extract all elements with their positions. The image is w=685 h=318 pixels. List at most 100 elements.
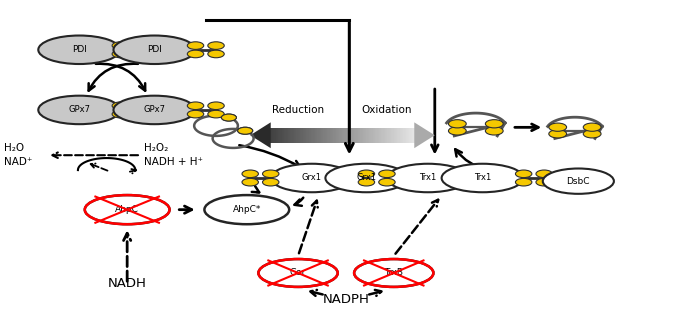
Bar <box>294 128 295 143</box>
Bar <box>279 128 280 143</box>
Bar <box>365 128 366 143</box>
Bar <box>295 128 297 143</box>
Bar <box>321 128 322 143</box>
Ellipse shape <box>38 96 121 124</box>
Polygon shape <box>250 122 271 148</box>
Text: AhpC: AhpC <box>115 205 139 214</box>
Ellipse shape <box>325 164 408 192</box>
Bar <box>328 128 329 143</box>
Bar <box>312 128 314 143</box>
Bar <box>364 128 365 143</box>
Circle shape <box>420 178 436 186</box>
Bar <box>402 128 403 143</box>
Circle shape <box>379 170 395 178</box>
Bar <box>299 128 300 143</box>
Bar <box>290 128 292 143</box>
Text: Gor: Gor <box>290 268 306 278</box>
Bar <box>395 128 396 143</box>
Bar <box>309 128 310 143</box>
Bar <box>376 128 377 143</box>
Circle shape <box>136 42 153 49</box>
Circle shape <box>112 42 129 49</box>
Bar <box>305 128 306 143</box>
Ellipse shape <box>114 36 195 64</box>
Text: PDI: PDI <box>147 45 162 54</box>
Bar <box>317 128 319 143</box>
Bar <box>375 128 376 143</box>
Bar <box>300 128 301 143</box>
Bar <box>362 128 363 143</box>
Text: Trx1: Trx1 <box>419 174 436 183</box>
Text: NADPH: NADPH <box>323 293 369 306</box>
Bar <box>357 128 358 143</box>
Bar <box>359 128 360 143</box>
Bar <box>269 128 271 143</box>
Circle shape <box>133 110 149 118</box>
Circle shape <box>208 110 224 118</box>
Bar <box>379 128 380 143</box>
Bar <box>405 128 406 143</box>
Text: AhpC*: AhpC* <box>233 205 261 214</box>
Bar <box>340 128 342 143</box>
Circle shape <box>221 114 236 121</box>
Text: Oxidation: Oxidation <box>362 105 412 115</box>
Bar <box>272 128 273 143</box>
Bar <box>306 128 308 143</box>
Bar <box>399 128 401 143</box>
Bar <box>369 128 370 143</box>
Bar <box>360 128 362 143</box>
Circle shape <box>420 170 436 178</box>
Bar <box>282 128 283 143</box>
Bar <box>388 128 390 143</box>
Bar <box>278 128 279 143</box>
Bar <box>327 128 328 143</box>
Circle shape <box>242 178 258 186</box>
Circle shape <box>187 50 203 58</box>
Circle shape <box>136 50 153 58</box>
Bar <box>373 128 374 143</box>
Circle shape <box>536 170 552 178</box>
Ellipse shape <box>387 164 469 192</box>
Bar <box>410 128 411 143</box>
Text: NADH + H⁺: NADH + H⁺ <box>145 157 203 167</box>
Text: Trx1: Trx1 <box>474 174 491 183</box>
Circle shape <box>583 130 601 138</box>
Bar <box>384 128 385 143</box>
Bar <box>354 128 356 143</box>
Circle shape <box>549 123 566 131</box>
Bar <box>347 128 348 143</box>
Bar <box>343 128 345 143</box>
Circle shape <box>515 178 532 186</box>
Ellipse shape <box>543 169 614 194</box>
Bar <box>275 128 277 143</box>
Bar <box>363 128 364 143</box>
Bar <box>283 128 284 143</box>
Text: GPx7: GPx7 <box>68 106 90 114</box>
Bar <box>377 128 379 143</box>
Circle shape <box>486 127 503 135</box>
Bar <box>271 128 272 143</box>
Circle shape <box>208 50 224 58</box>
Ellipse shape <box>38 36 121 64</box>
Text: H₂O: H₂O <box>4 143 24 153</box>
Ellipse shape <box>258 259 338 287</box>
Bar <box>311 128 312 143</box>
Bar <box>332 128 334 143</box>
Text: DsbC: DsbC <box>566 177 590 186</box>
Bar <box>406 128 407 143</box>
Bar <box>401 128 402 143</box>
Bar <box>349 128 351 143</box>
Circle shape <box>187 42 203 49</box>
Bar <box>308 128 309 143</box>
Bar <box>412 128 413 143</box>
Circle shape <box>112 110 129 118</box>
Bar <box>386 128 388 143</box>
Circle shape <box>112 102 129 109</box>
Circle shape <box>187 110 203 118</box>
Bar <box>380 128 382 143</box>
Circle shape <box>262 170 279 178</box>
Circle shape <box>399 178 416 186</box>
Circle shape <box>549 130 566 138</box>
Bar <box>273 128 274 143</box>
Bar <box>301 128 303 143</box>
